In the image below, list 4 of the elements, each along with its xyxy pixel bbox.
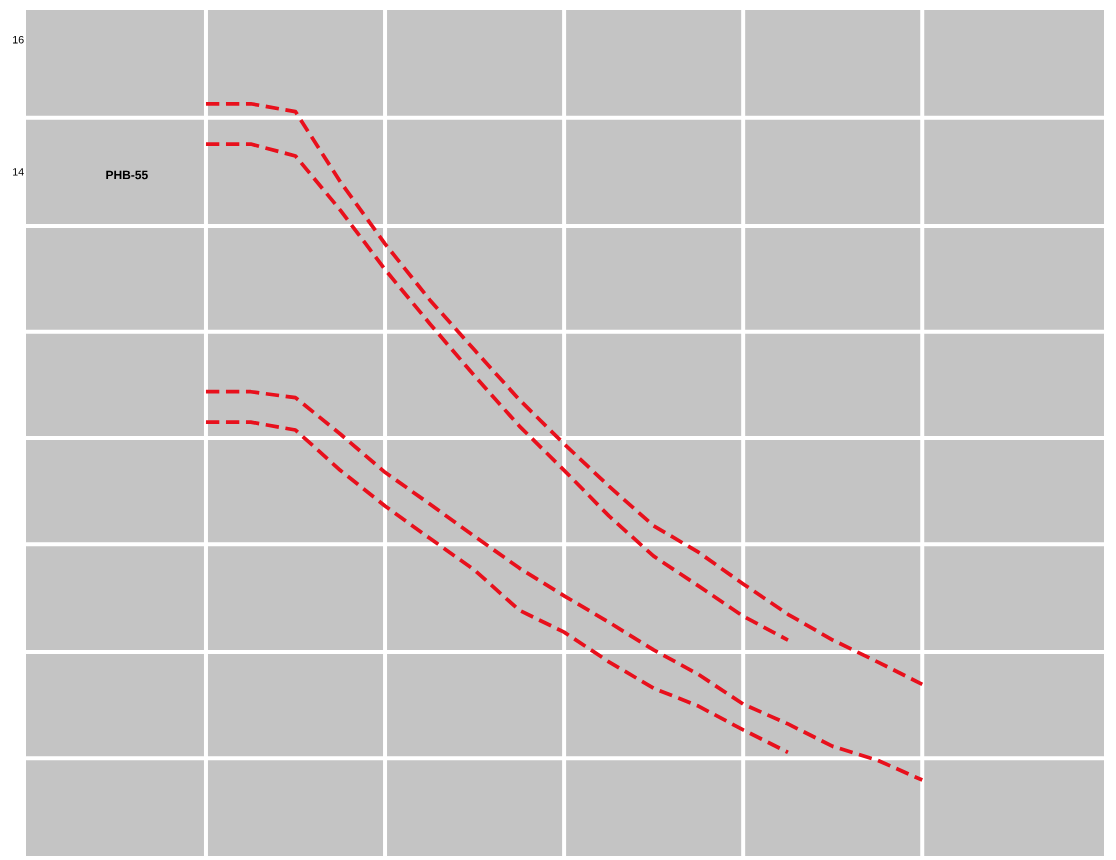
line-series <box>204 420 790 755</box>
line-series <box>204 389 925 782</box>
line-series <box>204 142 790 642</box>
line-series <box>204 101 925 687</box>
